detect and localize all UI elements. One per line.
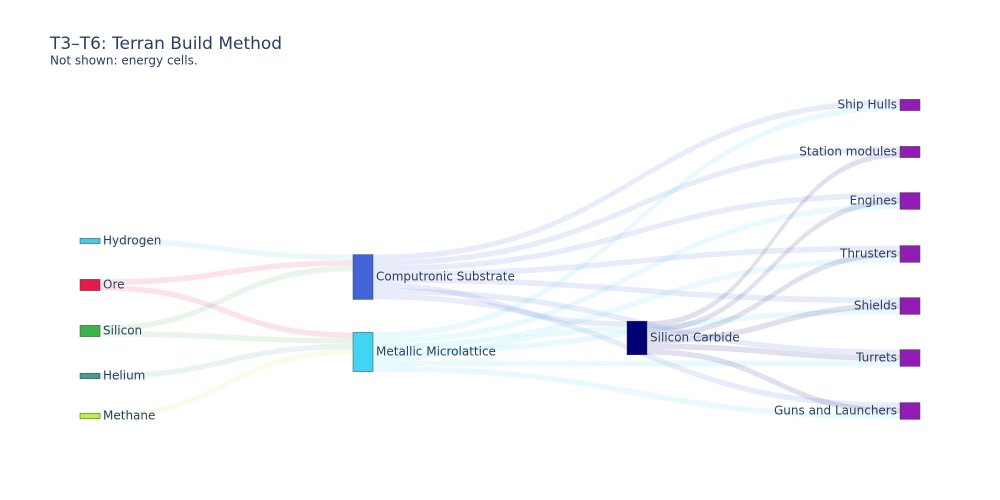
link — [647, 343, 900, 361]
node-label: Guns and Launchers — [774, 404, 897, 418]
node — [352, 254, 374, 300]
link — [647, 303, 900, 344]
link — [373, 366, 900, 420]
node — [79, 372, 101, 380]
chart-title: T3–T6: Terran Build Method — [49, 34, 282, 54]
link — [373, 245, 900, 277]
link — [647, 251, 900, 338]
link — [100, 349, 353, 419]
node — [79, 412, 101, 420]
link — [373, 282, 627, 327]
nodes: Hydrogen Ore Silicon Helium Methane Computron… — [79, 98, 921, 423]
node-label: Silicon — [103, 324, 142, 338]
link — [100, 331, 353, 344]
node — [79, 325, 101, 337]
node-label: Ship Hulls — [837, 98, 897, 112]
node — [79, 279, 101, 291]
node — [899, 297, 921, 315]
link — [100, 343, 353, 379]
node-label: Computronic Substrate — [376, 270, 515, 284]
link — [647, 349, 900, 414]
link — [373, 192, 900, 272]
node-label: Methane — [103, 409, 155, 423]
link — [373, 326, 627, 361]
link — [373, 105, 900, 338]
node-label: Thrusters — [839, 247, 897, 261]
node — [899, 99, 921, 111]
link — [373, 203, 900, 344]
link — [373, 256, 900, 350]
node — [899, 349, 921, 367]
link — [100, 285, 353, 338]
link — [647, 198, 900, 333]
node — [899, 402, 921, 420]
node — [899, 245, 921, 263]
node — [626, 320, 648, 356]
link — [100, 238, 353, 261]
link — [373, 99, 900, 261]
node-label: Hydrogen — [103, 234, 161, 248]
node-label: Station modules — [799, 145, 897, 159]
node — [79, 237, 101, 245]
node-label: Metallic Microlattice — [376, 345, 496, 359]
links — [100, 99, 900, 420]
node-label: Engines — [850, 194, 897, 208]
node-label: Turrets — [855, 351, 897, 365]
link — [100, 260, 353, 285]
node — [899, 146, 921, 158]
link — [647, 152, 900, 327]
node-label: Helium — [103, 369, 145, 383]
node — [899, 192, 921, 210]
node — [352, 332, 374, 372]
link — [373, 360, 900, 367]
node-label: Silicon Carbide — [650, 331, 740, 345]
node-label: Shields — [854, 299, 897, 313]
link — [100, 265, 353, 331]
chart-subtitle: Not shown: energy cells. — [50, 54, 198, 68]
node-label: Ore — [103, 278, 125, 292]
link — [373, 277, 900, 304]
link — [373, 146, 900, 266]
